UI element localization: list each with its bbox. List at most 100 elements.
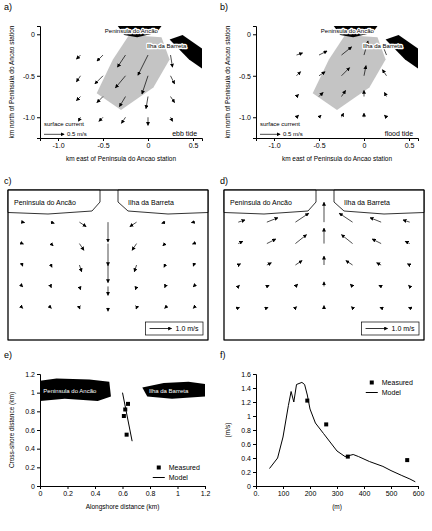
panel-letter: a)	[4, 2, 12, 12]
x-axis-tick-mark	[178, 486, 179, 489]
y-axis-tick-mark	[37, 411, 40, 412]
current-vector	[108, 308, 109, 311]
x-axis-tick: 0.8	[146, 486, 156, 497]
y-axis-tick-mark	[253, 76, 256, 77]
key-label: 0.5 m/s	[67, 131, 87, 137]
current-vector	[370, 218, 381, 222]
vectors	[238, 202, 409, 308]
x-axis-tick-mark	[319, 138, 320, 141]
x-axis-tick-mark	[274, 138, 275, 141]
x-axis-tick: 300	[332, 486, 344, 497]
y-axis-tick-label: -0.5	[239, 73, 251, 80]
current-vector	[136, 308, 137, 309]
current-vector	[319, 115, 321, 117]
x-axis-tick-label: -1.0	[268, 142, 280, 149]
current-vector	[267, 263, 271, 265]
x-axis-tick: 0	[147, 138, 151, 149]
y-axis-tick: -0.5	[23, 73, 40, 80]
current-vector	[324, 282, 325, 286]
current-vector	[79, 308, 80, 309]
y-axis-tick-label: 1.2	[25, 371, 35, 378]
y-axis-tick-mark	[253, 388, 256, 389]
current-vector	[319, 93, 323, 97]
current-vector	[297, 53, 303, 55]
current-vector	[319, 72, 325, 76]
y-axis: 0 -0.5 -1.0	[239, 27, 257, 139]
current-vector	[171, 55, 173, 67]
y-axis-title: (m/s)	[224, 423, 232, 438]
x-axis-tick-mark	[310, 486, 311, 489]
current-vector	[342, 68, 350, 76]
x-axis-tick: 1.2	[201, 486, 211, 497]
y-axis-tick-label: 0.6	[241, 441, 251, 448]
key-label: 0.5 m/s	[283, 131, 303, 137]
current-vector	[267, 239, 276, 243]
current-vector	[339, 213, 352, 222]
key-vector	[44, 134, 64, 135]
x-axis-tick-label: 0.4	[91, 490, 101, 497]
current-vector	[238, 241, 242, 243]
coast	[224, 190, 424, 214]
current-vector	[171, 117, 173, 121]
land-label: Peninsula do Ancão	[105, 28, 159, 34]
x-axis-tick-label: 600	[413, 490, 425, 497]
y-axis-tick-label: 0	[247, 31, 251, 38]
y-axis-tick: -1.0	[239, 114, 256, 121]
current-vector	[295, 261, 302, 265]
current-vector	[267, 218, 278, 222]
tide-label: ebb tide	[172, 130, 197, 137]
y-axis-tick-mark	[37, 467, 40, 468]
current-vector	[51, 222, 54, 223]
y-axis-tick-mark	[253, 374, 256, 375]
key-title: surface current	[44, 121, 84, 127]
key-vector	[366, 328, 388, 329]
current-vector	[409, 285, 410, 286]
x-axis-tick: 100	[278, 486, 290, 497]
key-title: surface current	[260, 121, 300, 127]
legend-swatch	[370, 381, 374, 385]
current-vector	[295, 235, 306, 244]
map-background	[313, 26, 418, 110]
current-vector	[22, 307, 23, 308]
current-vector	[164, 265, 165, 267]
y-axis-tick-label: 0.2	[241, 469, 251, 476]
current-vector	[408, 264, 410, 265]
current-vector	[116, 76, 126, 88]
current-vector	[148, 117, 149, 125]
current-vector	[342, 47, 352, 55]
y-axis-tick-label: 0	[247, 483, 251, 490]
current-vector	[383, 70, 387, 76]
current-vector	[171, 97, 175, 103]
x-axis-tick-mark	[68, 486, 69, 489]
current-vector	[142, 76, 148, 94]
data-point	[125, 433, 129, 437]
tide-label: flood tide	[385, 130, 414, 137]
current-vector	[22, 265, 23, 266]
key-vector	[150, 328, 172, 329]
vectors	[22, 222, 193, 311]
current-vector	[99, 117, 103, 121]
y-axis: 00.20.40.60.811.21.41.6	[241, 371, 256, 490]
y-axis-tick-label: 0.4	[25, 445, 35, 452]
y-axis-tick: 0	[247, 31, 256, 38]
legend-label: Measured	[169, 464, 200, 471]
x-axis-tick-label: 0.8	[146, 490, 156, 497]
x-axis-tick-mark	[337, 486, 338, 489]
x-axis-tick-label: 0.5	[189, 142, 199, 149]
current-vector	[79, 222, 86, 226]
current-vector	[324, 228, 325, 243]
x-axis-tick-mark	[150, 486, 151, 489]
x-axis-tick-mark	[391, 486, 392, 489]
y-axis-tick: 0.8	[241, 427, 256, 434]
frame	[224, 190, 424, 340]
key-box	[362, 322, 419, 335]
y-axis-tick-label: -1.0	[23, 114, 35, 121]
current-vector	[295, 284, 297, 286]
x-axis-line	[41, 139, 203, 142]
x-axis-tick-mark	[103, 138, 104, 141]
x-axis-tick: 600	[413, 486, 425, 497]
x-axis-tick-mark	[148, 138, 149, 141]
x-axis-tick-label: -0.5	[97, 142, 109, 149]
y-axis-title: km north of Peninsula do Ancao station	[8, 25, 15, 138]
current-vector	[380, 307, 381, 308]
